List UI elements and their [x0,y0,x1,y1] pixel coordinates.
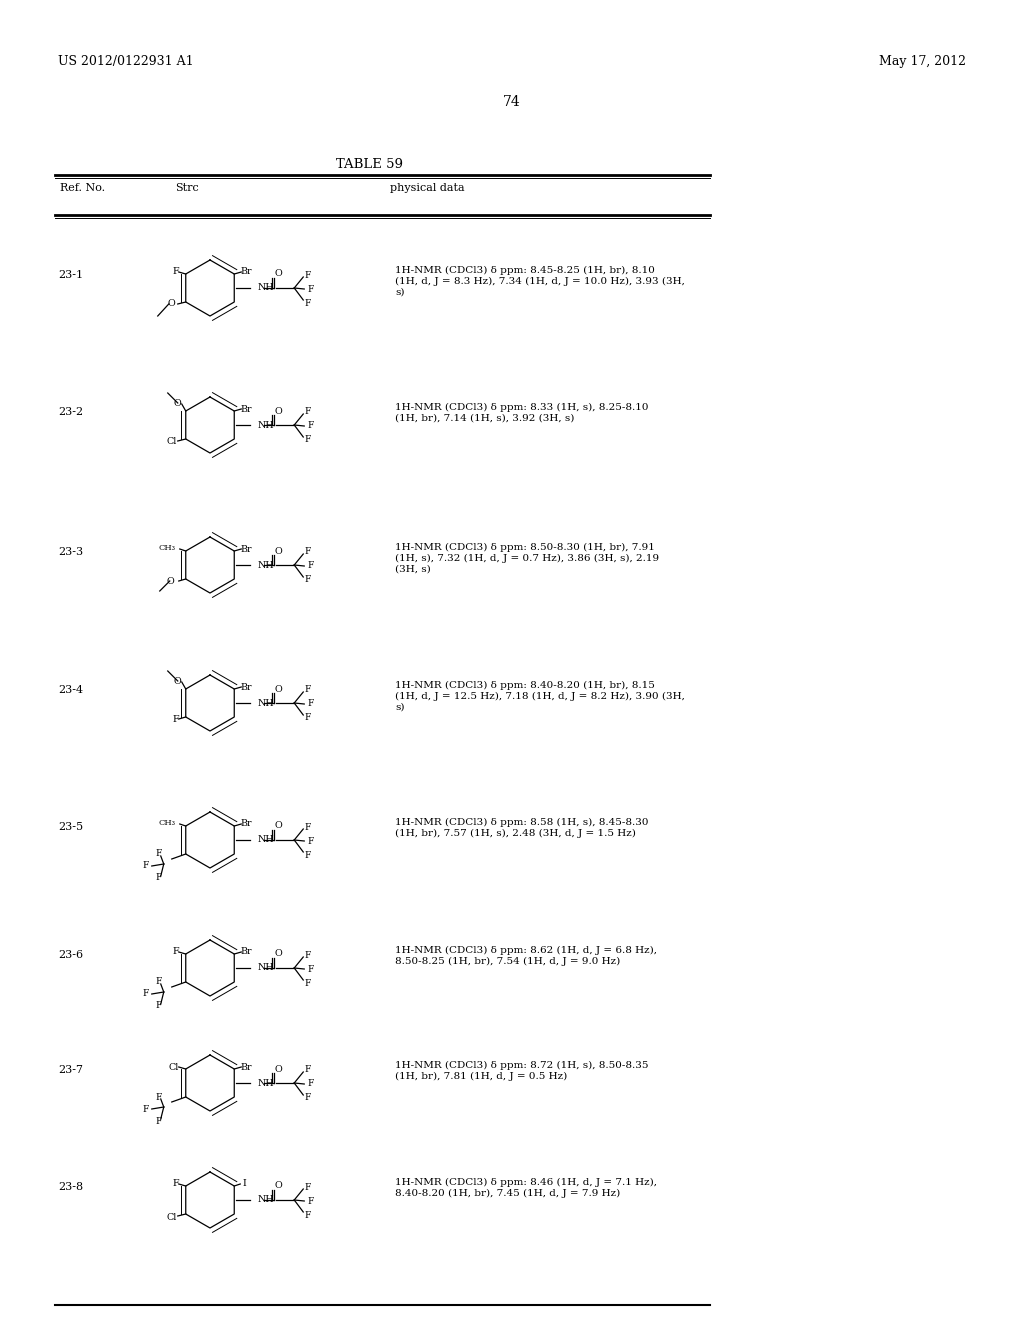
Text: NH: NH [257,284,273,293]
Text: NH: NH [257,1078,273,1088]
Text: F: F [307,965,313,974]
Text: 74: 74 [503,95,521,110]
Text: F: F [304,576,310,585]
Text: CH₃: CH₃ [159,818,176,828]
Text: F: F [307,837,313,846]
Text: Cl: Cl [167,1213,177,1221]
Text: F: F [304,714,310,722]
Text: 23-5: 23-5 [58,822,83,832]
Text: Br: Br [241,948,252,957]
Text: F: F [307,700,313,709]
Text: F: F [304,1093,310,1102]
Text: F: F [304,1065,310,1074]
Text: O: O [274,949,283,958]
Text: F: F [304,1183,310,1192]
Text: F: F [304,408,310,417]
Text: 1H-NMR (CDCl3) δ ppm: 8.33 (1H, s), 8.25-8.10
(1H, br), 7.14 (1H, s), 3.92 (3H, : 1H-NMR (CDCl3) δ ppm: 8.33 (1H, s), 8.25… [395,403,648,422]
Text: Strc: Strc [175,183,199,193]
Text: 1H-NMR (CDCl3) δ ppm: 8.45-8.25 (1H, br), 8.10
(1H, d, J = 8.3 Hz), 7.34 (1H, d,: 1H-NMR (CDCl3) δ ppm: 8.45-8.25 (1H, br)… [395,267,685,296]
Text: NH: NH [257,964,273,973]
Text: 23-7: 23-7 [58,1065,83,1074]
Text: 23-4: 23-4 [58,685,83,696]
Text: 1H-NMR (CDCl3) δ ppm: 8.62 (1H, d, J = 6.8 Hz),
8.50-8.25 (1H, br), 7.54 (1H, d,: 1H-NMR (CDCl3) δ ppm: 8.62 (1H, d, J = 6… [395,946,657,966]
Text: F: F [156,1093,162,1101]
Text: O: O [274,546,283,556]
Text: F: F [156,1117,162,1126]
Text: 23-1: 23-1 [58,271,83,280]
Text: O: O [274,407,283,416]
Text: physical data: physical data [390,183,465,193]
Text: F: F [307,1196,313,1205]
Text: 1H-NMR (CDCl3) δ ppm: 8.58 (1H, s), 8.45-8.30
(1H, br), 7.57 (1H, s), 2.48 (3H, : 1H-NMR (CDCl3) δ ppm: 8.58 (1H, s), 8.45… [395,818,648,838]
Text: F: F [307,1080,313,1089]
Text: 1H-NMR (CDCl3) δ ppm: 8.72 (1H, s), 8.50-8.35
(1H, br), 7.81 (1H, d, J = 0.5 Hz): 1H-NMR (CDCl3) δ ppm: 8.72 (1H, s), 8.50… [395,1061,648,1081]
Text: 1H-NMR (CDCl3) δ ppm: 8.46 (1H, d, J = 7.1 Hz),
8.40-8.20 (1H, br), 7.45 (1H, d,: 1H-NMR (CDCl3) δ ppm: 8.46 (1H, d, J = 7… [395,1177,657,1197]
Text: O: O [173,676,181,685]
Text: NH: NH [257,836,273,845]
Text: F: F [172,715,179,725]
Text: F: F [304,822,310,832]
Text: Br: Br [241,1063,252,1072]
Text: I: I [243,1180,246,1188]
Text: O: O [274,269,283,279]
Text: Br: Br [241,268,252,276]
Text: F: F [142,990,148,998]
Text: May 17, 2012: May 17, 2012 [879,55,966,69]
Text: Cl: Cl [167,437,177,446]
Text: 23-2: 23-2 [58,407,83,417]
Text: F: F [307,421,313,430]
Text: F: F [307,285,313,293]
Text: NH: NH [257,1196,273,1204]
Text: Ref. No.: Ref. No. [60,183,105,193]
Text: O: O [274,821,283,830]
Text: O: O [173,399,181,408]
Text: 1H-NMR (CDCl3) δ ppm: 8.40-8.20 (1H, br), 8.15
(1H, d, J = 12.5 Hz), 7.18 (1H, d: 1H-NMR (CDCl3) δ ppm: 8.40-8.20 (1H, br)… [395,681,685,711]
Text: F: F [142,862,148,870]
Text: F: F [304,271,310,280]
Text: 23-8: 23-8 [58,1181,83,1192]
Text: O: O [168,300,176,309]
Text: NH: NH [257,421,273,429]
Text: F: F [156,1002,162,1011]
Text: 1H-NMR (CDCl3) δ ppm: 8.50-8.30 (1H, br), 7.91
(1H, s), 7.32 (1H, d, J = 0.7 Hz): 1H-NMR (CDCl3) δ ppm: 8.50-8.30 (1H, br)… [395,543,659,573]
Text: 23-6: 23-6 [58,950,83,960]
Text: F: F [304,298,310,308]
Text: O: O [274,685,283,693]
Text: F: F [304,850,310,859]
Text: O: O [274,1064,283,1073]
Text: O: O [166,577,174,586]
Text: Br: Br [241,404,252,413]
Text: Br: Br [241,820,252,829]
Text: F: F [172,948,179,957]
Text: F: F [307,561,313,570]
Text: F: F [304,978,310,987]
Text: TABLE 59: TABLE 59 [337,158,403,172]
Text: F: F [304,1210,310,1220]
Text: NH: NH [257,698,273,708]
Text: F: F [142,1105,148,1114]
Text: CH₃: CH₃ [159,544,176,552]
Text: F: F [304,685,310,694]
Text: Cl: Cl [169,1063,179,1072]
Text: O: O [274,1181,283,1191]
Text: Br: Br [241,544,252,553]
Text: F: F [156,850,162,858]
Text: NH: NH [257,561,273,569]
Text: US 2012/0122931 A1: US 2012/0122931 A1 [58,55,194,69]
Text: F: F [156,978,162,986]
Text: F: F [172,268,179,276]
Text: Br: Br [241,682,252,692]
Text: F: F [172,1180,179,1188]
Text: F: F [156,874,162,883]
Text: F: F [304,950,310,960]
Text: F: F [304,436,310,445]
Text: 23-3: 23-3 [58,546,83,557]
Text: F: F [304,548,310,557]
